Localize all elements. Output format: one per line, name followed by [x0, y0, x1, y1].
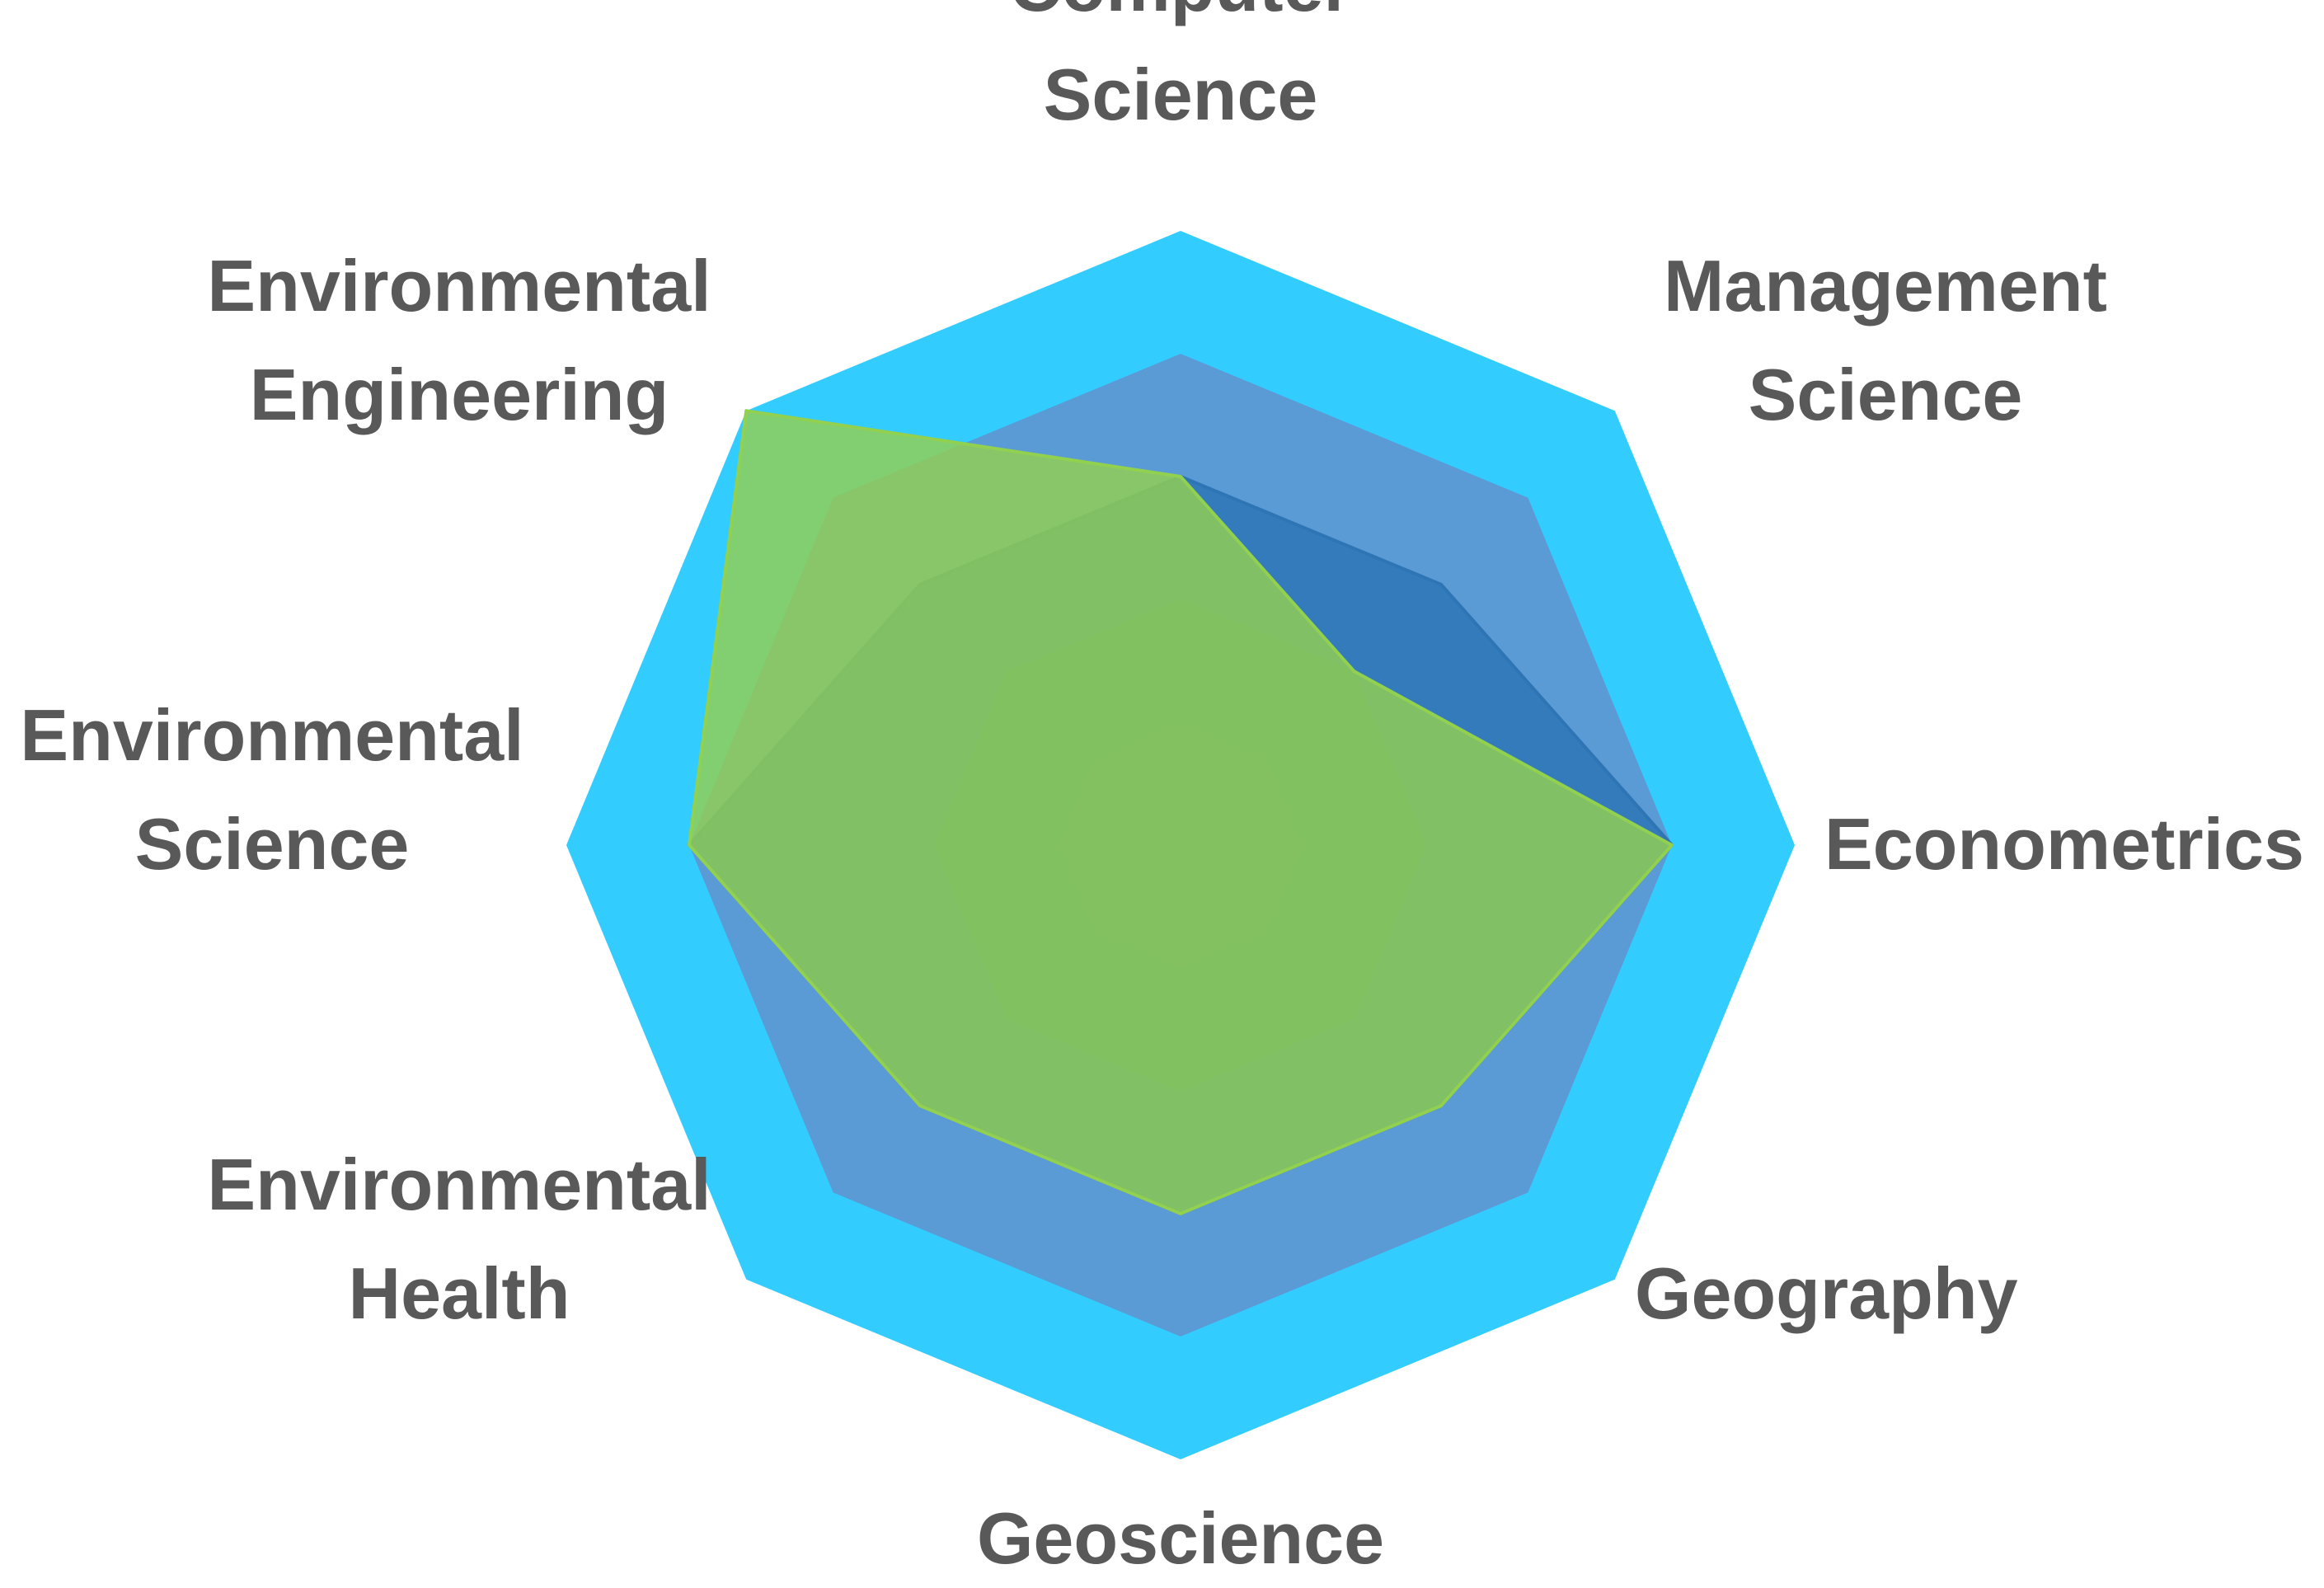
axis-label-line: Management	[1664, 245, 2107, 327]
axis-label-line: Geoscience	[977, 1497, 1384, 1579]
axis-label-computer-science: Computer Science	[1009, 0, 1352, 135]
axis-label-environmental-engineering: Environmental Engineering	[207, 245, 711, 435]
axis-label-environmental-health: Environmental Health	[207, 1144, 711, 1334]
axis-labels: Computer Science Management Science Economet…	[20, 0, 2304, 1579]
axis-label-econometrics: Econometrics	[1824, 803, 2304, 885]
axis-label-line: Science	[135, 803, 410, 885]
axis-label-line: Environmental	[207, 1144, 711, 1225]
axis-label-line: Geography	[1635, 1252, 2018, 1334]
radar-series	[688, 409, 1674, 1215]
axis-label-line: Econometrics	[1824, 803, 2304, 885]
axis-label-line: Science	[1749, 354, 2023, 435]
radar-series-2-polygon	[688, 409, 1674, 1215]
axis-label-line: Engineering	[250, 354, 669, 435]
axis-label-line: Health	[349, 1252, 570, 1334]
axis-label-line: Environmental	[207, 245, 711, 327]
axis-label-geoscience: Geoscience	[977, 1497, 1384, 1579]
axis-label-environmental-science: Environmental Science	[20, 694, 523, 885]
axis-label-line: Science	[1044, 54, 1318, 135]
axis-label-line: Environmental	[20, 694, 523, 776]
axis-label-management-science: Management Science	[1664, 245, 2107, 435]
axis-label-line: Computer	[1009, 0, 1352, 26]
axis-label-geography: Geography	[1635, 1252, 2018, 1334]
